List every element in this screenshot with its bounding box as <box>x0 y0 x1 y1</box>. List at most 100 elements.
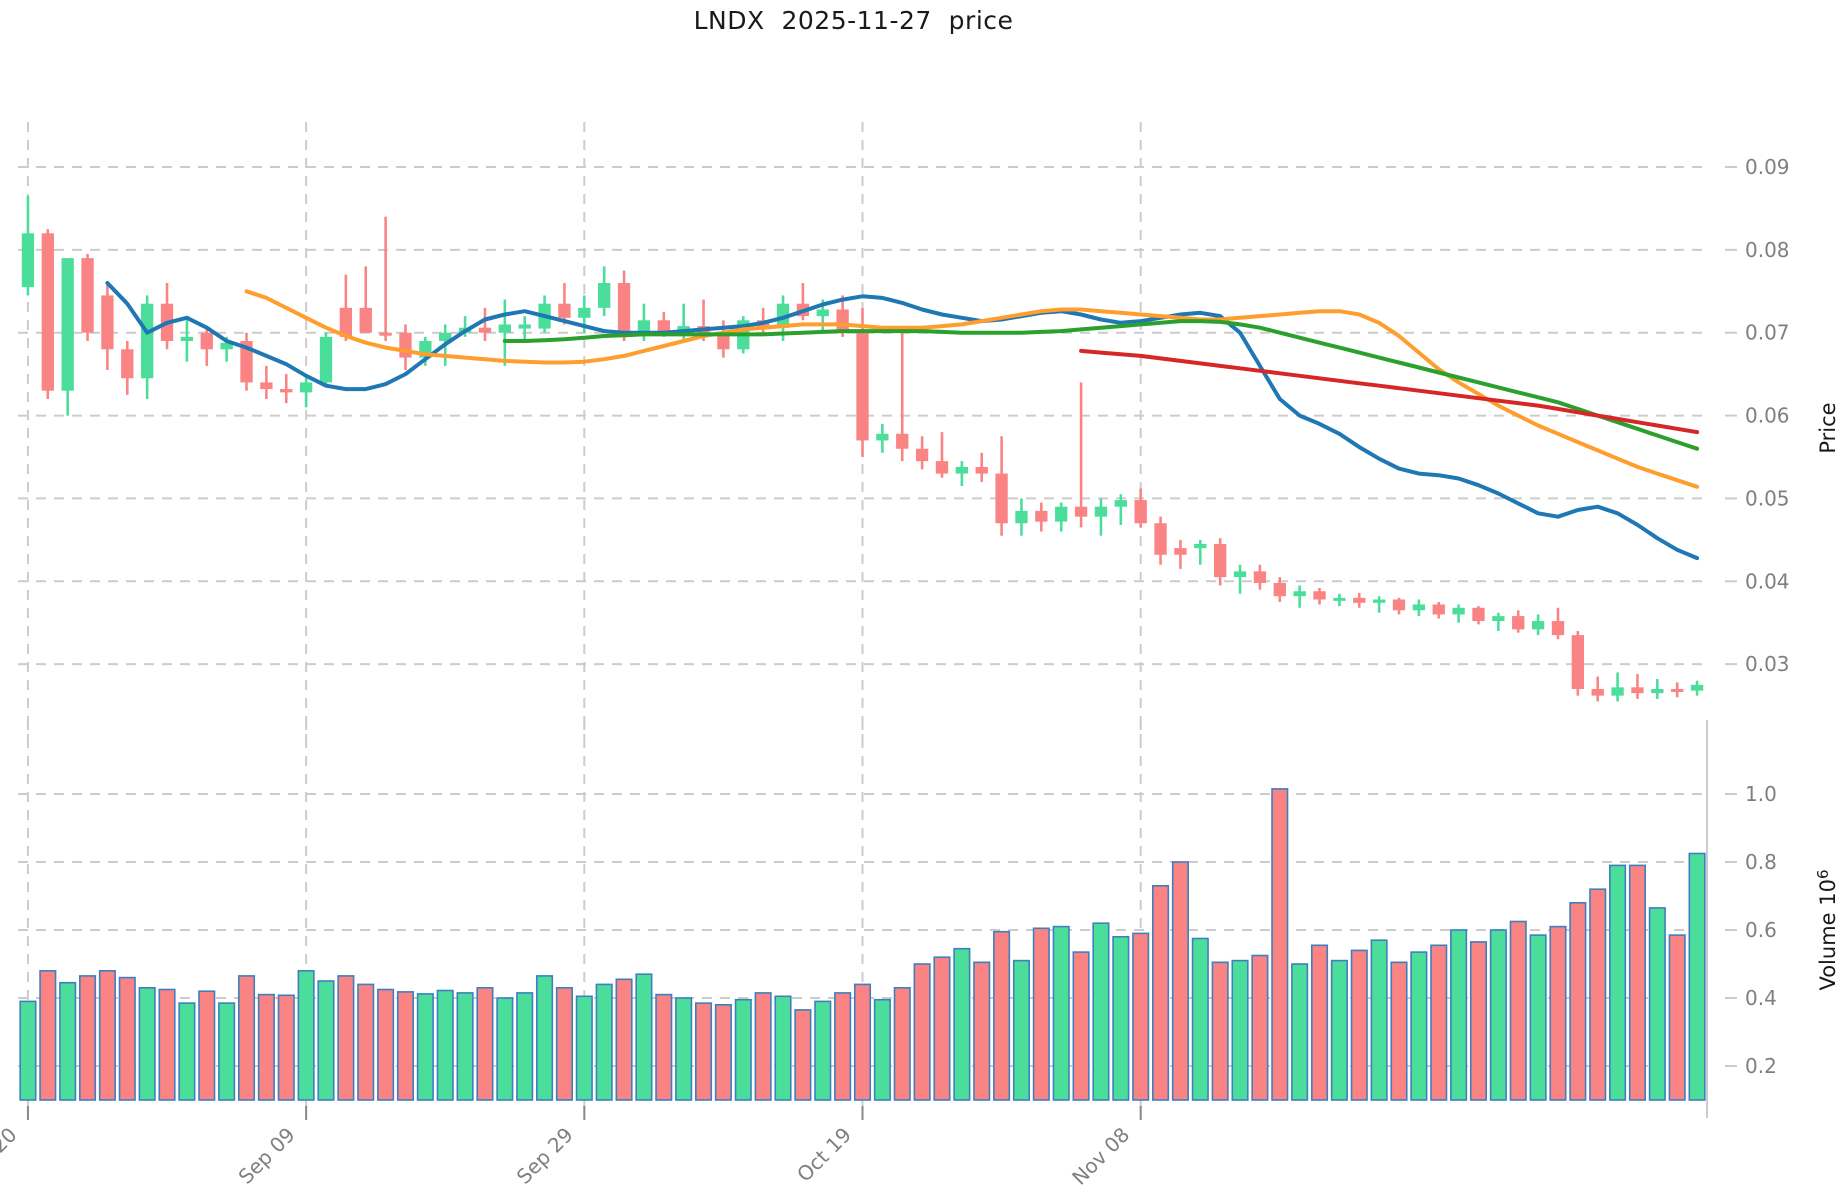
candlestick <box>876 423 889 453</box>
candlestick <box>518 316 531 341</box>
price-tick-label: 0.08 <box>1745 238 1790 262</box>
candle-body <box>1671 689 1684 692</box>
candle-body <box>1174 548 1187 555</box>
candle-wick <box>1298 585 1301 608</box>
candle-body <box>1631 687 1644 694</box>
candlestick <box>160 283 174 350</box>
candle-body <box>1372 599 1386 603</box>
volume-bar <box>78 975 97 1101</box>
volume-bar <box>1132 932 1150 1101</box>
candle-body <box>359 307 372 333</box>
volume-bar <box>913 963 931 1101</box>
candlestick <box>399 324 412 370</box>
svg-text:Aug 20: Aug 20 <box>0 1123 21 1190</box>
x-tick-label: Sep 09 <box>234 1123 300 1189</box>
volume-bar <box>1668 934 1686 1101</box>
candle-wick <box>1377 596 1381 613</box>
price-tick-label: 0.05 <box>1745 486 1790 510</box>
volume-bar <box>635 973 653 1101</box>
candle-wick <box>801 283 805 321</box>
candle-body <box>836 309 849 333</box>
candle-body <box>1194 544 1207 549</box>
candlestick <box>478 307 492 341</box>
candle-body <box>140 303 154 379</box>
x-tick-label: Oct 19 <box>792 1123 856 1187</box>
svg-text:Sep 09: Sep 09 <box>234 1123 300 1189</box>
candle-body <box>518 324 531 329</box>
candlestick <box>935 432 949 478</box>
volume-bar <box>834 992 852 1101</box>
candle-body <box>1591 689 1604 696</box>
candle-wick <box>1636 674 1639 699</box>
candle-wick <box>900 332 904 462</box>
price-tick-label: 0.09 <box>1745 155 1790 179</box>
candlestick <box>280 374 293 404</box>
candlestick <box>1353 592 1366 608</box>
candle-wick <box>463 316 467 337</box>
volume-bar <box>933 956 951 1101</box>
candle-body <box>1035 510 1048 522</box>
candle-body <box>1492 616 1505 622</box>
candle-body <box>578 307 591 318</box>
candle-body <box>598 283 611 308</box>
candlestick <box>1154 516 1167 565</box>
candlestick <box>1015 498 1028 536</box>
candlestick <box>637 303 651 341</box>
volume-bar <box>1171 861 1189 1101</box>
volume-bar <box>853 983 872 1101</box>
volume-bar <box>1350 949 1368 1101</box>
candle-body <box>41 233 54 391</box>
candle-body <box>637 320 651 333</box>
candlestick <box>200 328 213 366</box>
candle-body <box>1432 604 1445 615</box>
candle-body <box>1055 506 1068 522</box>
candlestick <box>896 332 909 462</box>
candlestick <box>21 196 35 296</box>
candle-body <box>260 382 273 390</box>
candle-body <box>498 324 511 333</box>
candle-body <box>1253 571 1267 583</box>
candle-wick <box>284 374 288 404</box>
candlestick <box>1432 602 1445 619</box>
chart-title: LNDX 2025-11-27 price <box>693 6 1014 35</box>
volume-bar <box>754 992 772 1101</box>
candle-body <box>21 233 35 288</box>
volume-bar <box>158 988 176 1101</box>
candlestick <box>975 452 988 482</box>
candle-body <box>1571 635 1585 689</box>
candle-body <box>399 332 412 358</box>
candlestick <box>101 283 114 370</box>
candlestick <box>598 266 611 317</box>
candlestick <box>1114 494 1127 525</box>
volume-bar <box>555 986 573 1101</box>
candlestick <box>1591 676 1604 702</box>
candle-body <box>717 332 730 350</box>
candlestick <box>558 283 571 325</box>
volume-bar <box>1628 864 1647 1101</box>
candle-wick <box>503 299 507 366</box>
volume-bar <box>615 978 633 1101</box>
candlestick <box>816 299 829 333</box>
candle-wick <box>364 266 368 333</box>
candlestick <box>1233 564 1247 594</box>
candle-body <box>1134 500 1147 524</box>
candle-wick <box>1199 539 1202 565</box>
candlestick <box>717 320 730 358</box>
volume-bar <box>1430 944 1448 1101</box>
candle-body <box>1233 571 1247 578</box>
candle-body <box>1651 689 1664 694</box>
volume-bar <box>396 991 415 1101</box>
candle-wick <box>821 299 825 333</box>
candle-body <box>1114 500 1127 507</box>
candlestick <box>617 270 631 341</box>
candle-body <box>1531 621 1545 630</box>
candlestick <box>41 229 54 399</box>
candlestick <box>1273 577 1286 602</box>
volume-bar <box>893 986 911 1101</box>
candlestick <box>1651 679 1664 699</box>
candlestick <box>61 258 74 416</box>
volume-bar <box>237 975 256 1101</box>
volume-bar <box>1450 929 1468 1101</box>
candle-body <box>180 336 194 341</box>
candle-body <box>1273 582 1286 597</box>
